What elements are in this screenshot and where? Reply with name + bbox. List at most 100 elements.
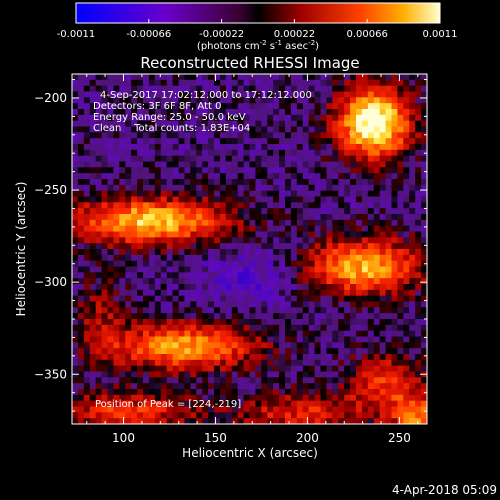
heatmap-cell	[77, 354, 85, 361]
heatmap-cell	[302, 260, 310, 267]
heatmap-cell	[409, 149, 416, 157]
heatmap-cell	[361, 278, 369, 285]
heatmap-cell	[356, 394, 363, 402]
heatmap-cell	[243, 231, 250, 238]
heatmap-cell	[332, 243, 339, 250]
heatmap-cell	[320, 249, 327, 256]
heatmap-cell	[314, 167, 321, 174]
heatmap-cell	[148, 219, 156, 227]
heatmap-cell	[107, 295, 114, 302]
heatmap-cell	[172, 330, 179, 337]
heatmap-cell	[184, 418, 191, 424]
heatmap-cell	[356, 330, 363, 337]
heatmap-cell	[249, 225, 256, 232]
heatmap-cell	[290, 202, 298, 209]
heatmap-cell	[190, 260, 197, 267]
heatmap-cell	[279, 97, 286, 104]
heatmap-cell	[285, 284, 292, 291]
heatmap-cell	[397, 266, 404, 273]
heatmap-cell	[403, 74, 410, 81]
heatmap-cell	[320, 313, 327, 320]
heatmap-cell	[160, 196, 168, 203]
heatmap-cell	[290, 85, 298, 92]
heatmap-cell	[249, 260, 256, 267]
heatmap-cell	[243, 330, 250, 337]
heatmap-cell	[332, 254, 339, 262]
heatmap-cell	[125, 149, 132, 157]
heatmap-cell	[131, 138, 138, 145]
heatmap-cell	[344, 319, 351, 326]
heatmap-cell	[338, 179, 345, 186]
heatmap-cell	[107, 301, 114, 308]
heatmap-cell	[243, 214, 250, 221]
heatmap-cell	[160, 231, 168, 238]
heatmap-cell	[356, 202, 363, 209]
heatmap-cell	[373, 383, 381, 390]
heatmap-cell	[397, 167, 404, 174]
heatmap-cell	[285, 190, 292, 197]
heatmap-cell	[273, 91, 280, 98]
heatmap-cell	[290, 295, 298, 302]
heatmap-cell	[415, 91, 422, 98]
heatmap-cell	[320, 79, 327, 87]
heatmap-cell	[237, 97, 244, 104]
heatmap-cell	[308, 214, 315, 221]
heatmap-cell	[196, 260, 203, 267]
heatmap-cell	[308, 103, 315, 110]
heatmap-cell	[219, 394, 227, 402]
heatmap-cell	[190, 97, 197, 104]
heatmap-cell	[237, 74, 244, 81]
heatmap-cell	[255, 260, 262, 267]
heatmap-cell	[261, 354, 268, 361]
heatmap-cell	[314, 348, 321, 355]
annotation-detectors: Detectors: 3F 6F 8F, Att 0	[93, 101, 221, 112]
heatmap-cell	[208, 412, 215, 419]
heatmap-cell	[261, 254, 268, 262]
heatmap-cell	[344, 120, 351, 127]
heatmap-cell	[279, 412, 286, 419]
heatmap-cell	[261, 74, 268, 81]
heatmap-cell	[326, 348, 333, 355]
heatmap-cell	[202, 202, 209, 209]
heatmap-cell	[184, 74, 191, 81]
heatmap-cell	[415, 278, 422, 285]
heatmap-cell	[308, 389, 315, 396]
heatmap-cell	[166, 109, 173, 116]
heatmap-cell	[267, 348, 274, 355]
heatmap-cell	[125, 295, 132, 302]
heatmap-cell	[137, 394, 144, 402]
heatmap-cell	[196, 214, 203, 221]
heatmap-cell	[178, 313, 185, 320]
heatmap-cell	[77, 266, 85, 273]
heatmap-cell	[409, 377, 416, 384]
heatmap-cell	[243, 266, 250, 273]
heatmap-cell	[249, 412, 256, 419]
heatmap-cell	[302, 138, 310, 145]
heatmap-cell	[101, 184, 108, 192]
heatmap-cell	[296, 324, 304, 332]
heatmap-cell	[344, 184, 351, 192]
heatmap-cell	[421, 348, 427, 355]
heatmap-cell	[131, 144, 138, 151]
heatmap-cell	[131, 301, 138, 308]
heatmap-cell	[249, 144, 256, 151]
heatmap-cell	[249, 272, 256, 279]
heatmap-cell	[397, 214, 404, 221]
heatmap-cell	[421, 359, 427, 367]
heatmap-cell	[160, 243, 168, 250]
heatmap-cell	[95, 389, 102, 396]
heatmap-cell	[101, 313, 108, 320]
heatmap-cell	[119, 149, 126, 157]
heatmap-cell	[409, 313, 416, 320]
heatmap-cell	[379, 319, 386, 326]
heatmap-cell	[285, 167, 292, 174]
heatmap-cell	[72, 149, 79, 157]
heatmap-cell	[344, 266, 351, 273]
heatmap-cell	[237, 394, 244, 402]
heatmap-cell	[208, 155, 215, 162]
heatmap-cell	[279, 249, 286, 256]
heatmap-cell	[267, 249, 274, 256]
heatmap-cell	[373, 214, 381, 221]
heatmap-cell	[421, 85, 427, 92]
heatmap-cell	[208, 313, 215, 320]
